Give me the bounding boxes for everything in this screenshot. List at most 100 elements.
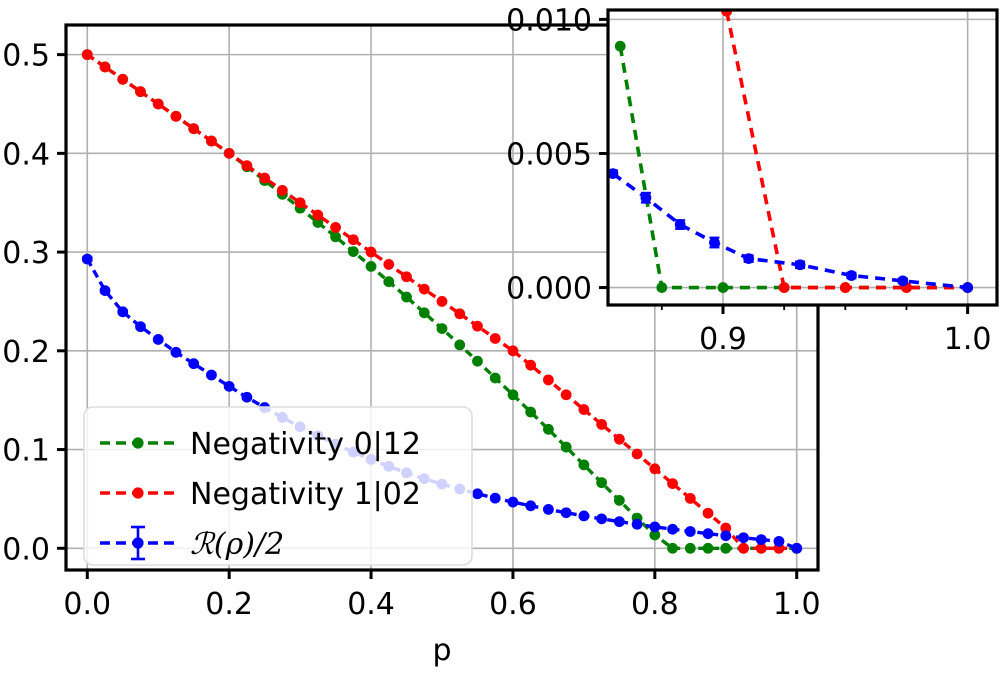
data-point — [773, 535, 785, 547]
data-point — [543, 374, 554, 386]
inset-x-tick-label: 0.9 — [699, 322, 747, 357]
data-point — [684, 493, 696, 504]
legend-item: Negativity 1|02 — [100, 477, 421, 512]
data-point — [170, 110, 182, 122]
y-tick-label: 0.1 — [2, 434, 50, 469]
data-point — [312, 217, 324, 228]
data-point — [347, 234, 359, 246]
legend: Negativity 0|12 Negativity 1|02 ℛ(ρ)/2 — [83, 406, 473, 566]
data-point — [383, 276, 395, 288]
data-point — [188, 123, 200, 135]
legend-items: Negativity 0|12 Negativity 1|02 ℛ(ρ)/2 — [100, 427, 421, 562]
inset-tick-marks — [599, 17, 970, 314]
data-point — [649, 529, 661, 541]
data-point — [897, 275, 909, 287]
data-point — [454, 339, 466, 351]
data-point — [649, 521, 661, 533]
data-point — [472, 320, 483, 332]
inset-data-series — [608, 10, 974, 293]
data-point — [241, 391, 253, 403]
data-point — [684, 526, 696, 537]
data-point — [489, 372, 501, 384]
legend-marker — [132, 537, 144, 549]
data-point — [365, 260, 377, 272]
inset-face — [608, 10, 997, 305]
legend-item: ℛ(ρ)/2 — [100, 525, 284, 562]
data-point — [608, 168, 619, 179]
y-tick-label: 0.3 — [2, 236, 50, 271]
data-point — [489, 333, 501, 344]
data-point — [649, 463, 661, 475]
data-point — [560, 389, 572, 401]
legend-label: Negativity 1|02 — [190, 477, 421, 512]
data-point — [507, 496, 519, 508]
data-point — [755, 542, 767, 554]
data-point — [791, 542, 803, 554]
legend-box — [83, 406, 473, 566]
data-point — [206, 135, 217, 147]
data-point — [347, 246, 359, 257]
data-point — [578, 510, 590, 522]
x-tick-label: 0.4 — [347, 587, 395, 622]
data-point — [543, 423, 554, 435]
data-point — [631, 518, 643, 530]
data-point — [170, 346, 182, 358]
data-point — [778, 282, 790, 293]
data-point — [135, 86, 146, 98]
data-point — [312, 209, 324, 221]
data-point — [674, 219, 686, 230]
x-tick-label: 1.0 — [773, 587, 821, 622]
data-point — [667, 523, 678, 535]
inset-x-tick-label: 1.0 — [944, 322, 992, 357]
data-point — [99, 285, 111, 296]
data-point — [525, 500, 537, 512]
inset-y-axis-tick-labels: 0.000 0.005 0.010 — [506, 3, 592, 306]
data-point — [543, 503, 554, 515]
data-point — [81, 253, 93, 265]
y-axis-tick-labels: 0.0 0.1 0.2 0.3 0.4 0.5 — [2, 39, 50, 568]
data-point — [720, 542, 732, 554]
data-point — [418, 307, 430, 319]
data-point — [738, 532, 749, 544]
data-point — [152, 98, 164, 110]
series-0000ff — [608, 168, 974, 293]
data-point — [717, 282, 729, 293]
data-point — [489, 492, 501, 504]
series-ff0000 — [81, 49, 803, 554]
data-point — [656, 282, 668, 293]
y-tick-label: 0.0 — [2, 532, 50, 567]
legend-label: Negativity 0|12 — [190, 427, 421, 462]
data-point — [613, 516, 625, 528]
data-point — [596, 477, 608, 489]
data-point — [507, 389, 519, 401]
data-point — [578, 404, 590, 415]
y-tick-label: 0.4 — [2, 137, 50, 172]
data-point — [846, 270, 857, 281]
data-point — [640, 192, 652, 204]
data-point — [794, 259, 806, 271]
data-point — [578, 459, 590, 471]
data-point — [738, 542, 749, 554]
data-point — [631, 448, 643, 460]
data-point — [755, 534, 767, 545]
data-point — [81, 49, 93, 61]
data-point — [525, 359, 537, 371]
data-point — [962, 282, 974, 293]
data-point — [472, 488, 483, 500]
data-point — [436, 323, 448, 335]
data-point — [839, 282, 851, 293]
data-point — [667, 542, 678, 554]
inset-y-tick-label: 0.005 — [506, 137, 592, 172]
data-point — [702, 542, 714, 554]
data-point — [188, 358, 200, 370]
data-point — [330, 222, 341, 233]
x-tick-label: 0.0 — [63, 587, 111, 622]
data-point — [223, 380, 235, 392]
inset-y-tick-label: 0.010 — [506, 3, 592, 38]
legend-item: Negativity 0|12 — [100, 427, 421, 462]
series-line — [85, 258, 798, 550]
data-point — [525, 406, 537, 418]
data-point — [117, 306, 129, 318]
data-point — [720, 530, 732, 542]
